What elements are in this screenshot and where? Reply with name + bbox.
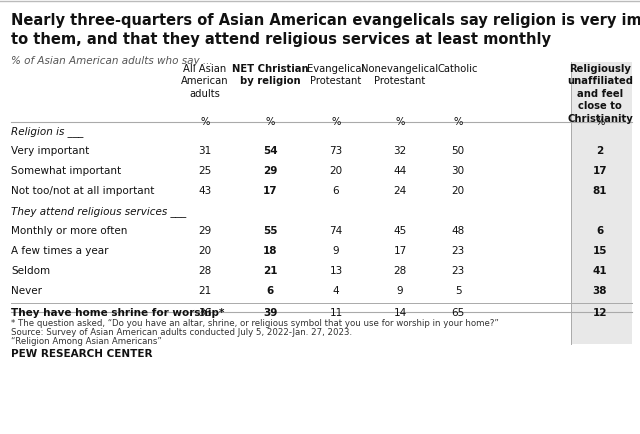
Text: 36: 36 (198, 308, 212, 318)
Text: * The question asked, “Do you have an altar, shrine, or religious symbol that yo: * The question asked, “Do you have an al… (11, 319, 499, 328)
Text: Not too/not at all important: Not too/not at all important (11, 186, 154, 196)
Text: 48: 48 (451, 226, 465, 236)
Text: 28: 28 (198, 266, 212, 276)
Text: 28: 28 (394, 266, 406, 276)
Text: 41: 41 (593, 266, 607, 276)
Text: Nonevangelical
Protestant: Nonevangelical Protestant (362, 64, 438, 86)
Text: 21: 21 (263, 266, 277, 276)
Text: 39: 39 (263, 308, 277, 318)
Text: Nearly three-quarters of Asian American evangelicals say religion is very import: Nearly three-quarters of Asian American … (11, 13, 640, 46)
Text: 20: 20 (451, 186, 465, 196)
Text: 14: 14 (394, 308, 406, 318)
Text: %: % (200, 117, 210, 127)
Text: 32: 32 (394, 146, 406, 156)
Text: Religion is ___: Religion is ___ (11, 126, 83, 137)
Text: 23: 23 (451, 266, 465, 276)
Text: “Religion Among Asian Americans”: “Religion Among Asian Americans” (11, 337, 162, 346)
Text: 38: 38 (593, 286, 607, 296)
Bar (571, 62, 632, 344)
Text: 55: 55 (263, 226, 277, 236)
Text: 17: 17 (593, 166, 607, 176)
Text: 18: 18 (263, 246, 277, 256)
Text: 6: 6 (333, 186, 339, 196)
Text: 23: 23 (451, 246, 465, 256)
Text: 2: 2 (596, 146, 604, 156)
Text: Seldom: Seldom (11, 266, 50, 276)
Text: 31: 31 (198, 146, 212, 156)
Text: All Asian
American
adults: All Asian American adults (181, 64, 229, 99)
Text: 17: 17 (262, 186, 277, 196)
Text: 15: 15 (593, 246, 607, 256)
Text: 21: 21 (198, 286, 212, 296)
Text: 25: 25 (198, 166, 212, 176)
Text: A few times a year: A few times a year (11, 246, 109, 256)
Text: 43: 43 (198, 186, 212, 196)
Text: 20: 20 (330, 166, 342, 176)
Text: 4: 4 (333, 286, 339, 296)
Text: %: % (332, 117, 340, 127)
Text: 44: 44 (394, 166, 406, 176)
Text: 74: 74 (330, 226, 342, 236)
Text: 13: 13 (330, 266, 342, 276)
Text: %: % (595, 117, 605, 127)
Text: %: % (453, 117, 463, 127)
Text: %: % (266, 117, 275, 127)
Text: 24: 24 (394, 186, 406, 196)
Text: 73: 73 (330, 146, 342, 156)
Text: PEW RESEARCH CENTER: PEW RESEARCH CENTER (11, 349, 152, 359)
Text: Somewhat important: Somewhat important (11, 166, 121, 176)
Text: Monthly or more often: Monthly or more often (11, 226, 127, 236)
Text: 20: 20 (198, 246, 212, 256)
Text: % of Asian American adults who say ...: % of Asian American adults who say ... (11, 56, 212, 66)
Text: Evangelical
Protestant: Evangelical Protestant (307, 64, 365, 86)
Text: They attend religious services ___: They attend religious services ___ (11, 206, 186, 217)
Text: 6: 6 (596, 226, 604, 236)
Text: 12: 12 (593, 308, 607, 318)
Text: Catholic: Catholic (438, 64, 478, 74)
Text: 6: 6 (266, 286, 274, 296)
Text: 5: 5 (454, 286, 461, 296)
Text: 11: 11 (330, 308, 342, 318)
Text: Source: Survey of Asian American adults conducted July 5, 2022-Jan. 27, 2023.: Source: Survey of Asian American adults … (11, 328, 352, 337)
Text: 17: 17 (394, 246, 406, 256)
Text: 54: 54 (262, 146, 277, 156)
Text: 29: 29 (263, 166, 277, 176)
Text: Religiously
unaffiliated
and feel
close to
Christianity: Religiously unaffiliated and feel close … (567, 64, 633, 124)
Text: 30: 30 (451, 166, 465, 176)
Text: 9: 9 (397, 286, 403, 296)
Text: %: % (396, 117, 404, 127)
Text: 81: 81 (593, 186, 607, 196)
Text: 9: 9 (333, 246, 339, 256)
Text: 45: 45 (394, 226, 406, 236)
Text: NET Christian
by religion: NET Christian by religion (232, 64, 308, 86)
Text: Very important: Very important (11, 146, 89, 156)
Text: Never: Never (11, 286, 42, 296)
Text: They have home shrine for worship*: They have home shrine for worship* (11, 308, 225, 318)
Text: 50: 50 (451, 146, 465, 156)
Text: 29: 29 (198, 226, 212, 236)
Text: 65: 65 (451, 308, 465, 318)
